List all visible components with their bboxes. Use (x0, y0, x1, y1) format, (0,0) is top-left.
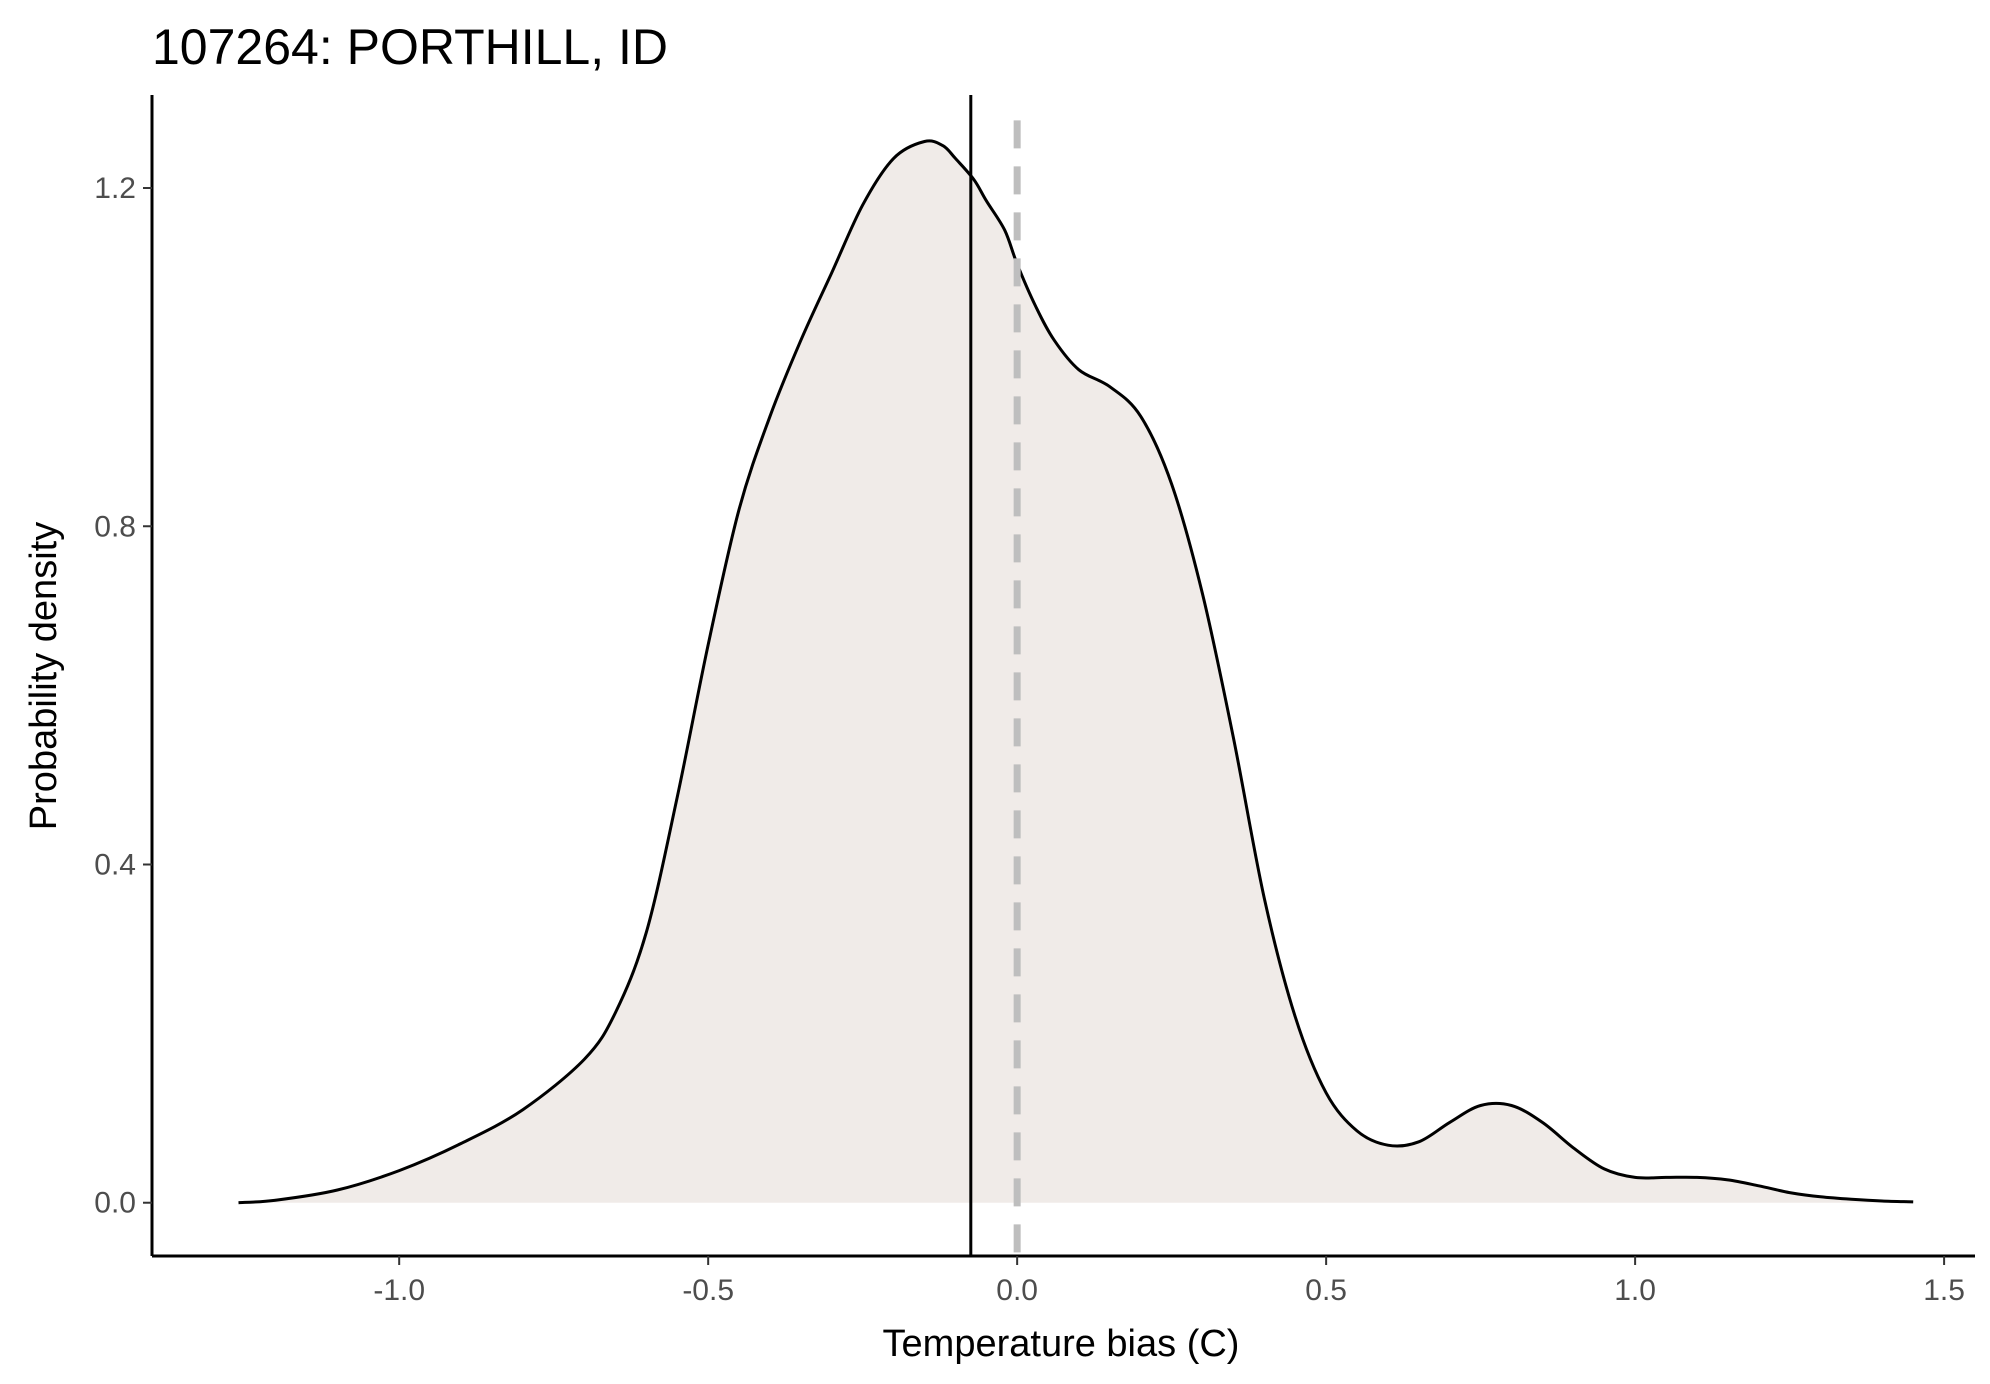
x-axis-title: Temperature bias (C) (883, 1323, 1240, 1365)
x-tick-label: 1.5 (1923, 1274, 1965, 1307)
x-tick-label: -1.0 (373, 1274, 425, 1307)
x-axis: -1.0 -0.5 0.0 0.5 1.0 1.5 (152, 1254, 1975, 1307)
y-tick-label: 1.2 (94, 172, 136, 205)
y-tick-label: 0.8 (94, 510, 136, 543)
y-tick-label: 0.4 (94, 848, 136, 881)
y-axis-title: Probability density (23, 522, 65, 830)
x-tick-label: 1.0 (1614, 1274, 1656, 1307)
x-tick-label: -0.5 (682, 1274, 734, 1307)
y-axis: 0.0 0.4 0.8 1.2 (94, 95, 154, 1256)
chart-title: 107264: PORTHILL, ID (152, 19, 668, 75)
density-fill (238, 140, 1914, 1203)
y-tick-label: 0.0 (94, 1187, 136, 1220)
density-line (238, 139, 1914, 1205)
x-tick-label: 0.5 (1305, 1274, 1347, 1307)
x-tick-label: 0.0 (996, 1274, 1038, 1307)
plot-area (238, 95, 1914, 1256)
